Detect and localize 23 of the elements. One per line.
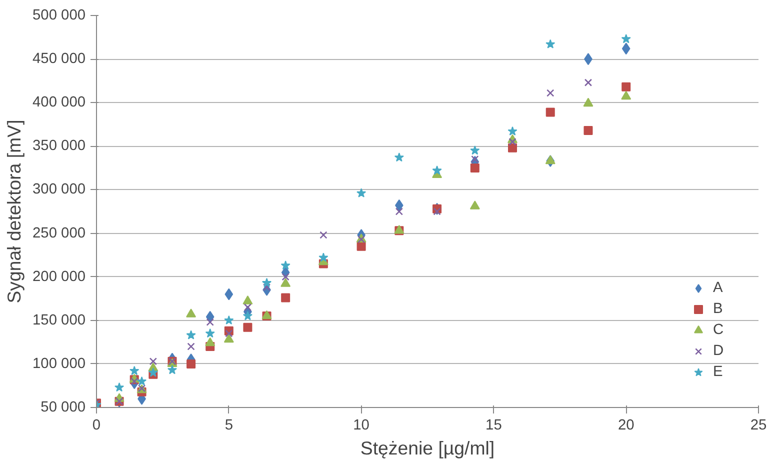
x-tick-label: 20 bbox=[618, 418, 634, 434]
legend-label: A bbox=[713, 280, 724, 296]
y-tick-label: 400 000 bbox=[32, 94, 86, 111]
y-tick-label: 450 000 bbox=[32, 51, 86, 68]
y-tick-label: 200 000 bbox=[32, 268, 86, 285]
y-tick-label: 300 000 bbox=[32, 182, 86, 198]
x-tick-label: 25 bbox=[750, 418, 767, 434]
x-tick-label: 0 bbox=[92, 418, 101, 434]
x-axis-title: Stężenie [µg/ml] bbox=[360, 438, 495, 458]
legend-label: C bbox=[713, 322, 725, 338]
y-tick-label: 50 000 bbox=[40, 400, 86, 416]
y-tick-label: 100 000 bbox=[32, 356, 86, 372]
legend-label: E bbox=[713, 364, 724, 380]
y-tick-label: 250 000 bbox=[32, 225, 86, 242]
legend-label: D bbox=[713, 343, 725, 359]
x-tick-label: 5 bbox=[224, 418, 233, 434]
y-tick-label: 150 000 bbox=[32, 312, 86, 328]
x-tick-label: 10 bbox=[353, 418, 370, 434]
legend-label: B bbox=[713, 301, 724, 317]
x-tick-label: 15 bbox=[486, 418, 502, 434]
y-axis-title: Sygnał detektora [mV] bbox=[4, 120, 25, 304]
y-tick-label: 500 000 bbox=[32, 8, 86, 24]
y-tick-label: 350 000 bbox=[32, 138, 86, 154]
